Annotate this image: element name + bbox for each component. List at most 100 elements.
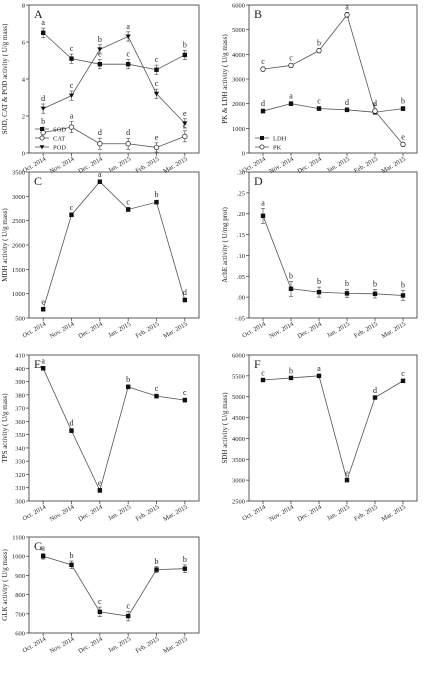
y-tick-label: 3500 — [232, 457, 245, 464]
x-tick-label: Dec. 2014 — [77, 320, 104, 340]
y-tick-label: 380 — [15, 392, 25, 399]
y-axis-label: MDH activity ( U/g mass) — [1, 208, 9, 282]
x-tick-label: Mar. 2015 — [162, 636, 189, 655]
significance-letter: e — [183, 109, 187, 118]
significance-letter: e — [401, 132, 405, 141]
significance-letter: c — [261, 57, 265, 66]
data-point — [400, 141, 406, 148]
plot-frame — [28, 536, 200, 634]
x-tick-label: Jan. 2015 — [326, 504, 351, 523]
plot-frame — [248, 171, 418, 319]
y-tick-label: 310 — [15, 485, 25, 492]
significance-letter: a — [70, 112, 74, 121]
y-tick-label: 3000 — [232, 478, 245, 485]
significance-letter: b — [98, 35, 102, 44]
x-tick-label: Mar. 2015 — [162, 504, 189, 523]
x-tick-label: Jan. 2015 — [107, 636, 132, 655]
data-point — [316, 373, 322, 379]
x-tick-label: Dec. 2014 — [296, 320, 323, 340]
significance-letter: b — [317, 39, 321, 48]
series-main: a b b b b b — [260, 198, 406, 301]
x-tick-label: Feb. 2015 — [134, 504, 160, 523]
y-tick-label: 2500 — [12, 218, 25, 225]
panel-letter: E — [34, 357, 41, 371]
panel-letter: D — [254, 174, 263, 188]
y-tick-label: 3000 — [12, 194, 25, 201]
data-point — [154, 393, 159, 399]
y-tick-label: -.05 — [235, 316, 245, 323]
y-tick-label: .30 — [237, 170, 245, 177]
panel-letter: F — [254, 357, 261, 371]
data-point — [182, 52, 188, 58]
y-tick-label: 600 — [15, 631, 25, 638]
y-tick-label: 390 — [15, 379, 25, 386]
y-tick-label: 2 — [22, 114, 25, 121]
significance-letter: b — [401, 97, 405, 106]
data-point — [68, 124, 75, 130]
significance-letter: b — [373, 280, 377, 289]
significance-letter: a — [126, 22, 130, 31]
x-tick-label: Oct. 2014 — [21, 635, 47, 654]
significance-letter: c — [155, 79, 159, 88]
y-tick-label: 330 — [15, 459, 25, 466]
y-tick-label: 320 — [15, 472, 25, 479]
y-tick-label: 2500 — [232, 499, 245, 506]
series-main: e c a c b d — [40, 170, 188, 312]
series-main: a d e b c c — [40, 356, 187, 493]
y-tick-label: 3500 — [12, 170, 25, 177]
significance-letter: b — [126, 375, 130, 384]
significance-letter: c — [401, 369, 405, 378]
significance-letter: d — [183, 288, 187, 297]
significance-letter: e — [41, 297, 45, 306]
data-point — [182, 133, 188, 140]
significance-letter: a — [98, 170, 102, 179]
y-axis-label: SDH activity ( U/g mass) — [221, 392, 229, 464]
significance-letter: a — [41, 18, 45, 27]
y-tick-label: 3000 — [232, 77, 245, 84]
data-point — [97, 62, 103, 67]
y-tick-label: 350 — [15, 432, 25, 439]
significance-letter: c — [126, 601, 130, 610]
data-point — [316, 106, 322, 111]
panel-letter: A — [34, 7, 43, 21]
panel-letter: G — [34, 539, 43, 553]
y-tick-label: 5000 — [232, 27, 245, 34]
series-line — [262, 215, 404, 296]
x-tick-label: Dec. 2014 — [77, 503, 104, 523]
x-tick-label: Jan. 2015 — [107, 156, 132, 175]
significance-letter: e — [345, 468, 349, 477]
data-point — [97, 179, 103, 184]
significance-letter: b — [155, 190, 159, 199]
data-point — [97, 47, 103, 52]
y-tick-label: 500 — [15, 316, 25, 323]
y-tick-label: 800 — [15, 592, 25, 599]
data-point — [344, 12, 350, 18]
significance-letter: c — [70, 81, 74, 90]
significance-letter: b — [317, 277, 321, 286]
chart-panel-e: E 300 310 320 330 340 350 360 370 380 390 400 410 TPS… — [1, 353, 200, 523]
significance-letter: c — [289, 53, 293, 62]
x-tick-label: Jan. 2015 — [326, 156, 351, 175]
significance-letter: d — [126, 128, 130, 137]
significance-letter: c — [126, 198, 130, 207]
x-tick-label: Oct. 2014 — [241, 503, 267, 522]
significance-letter: e — [98, 478, 102, 487]
data-point — [125, 207, 131, 212]
series-ldh: dac d e b — [260, 92, 406, 115]
legend-label: SOD — [53, 127, 66, 134]
x-tick-label: Jan. 2015 — [107, 504, 132, 523]
data-point — [182, 566, 188, 571]
y-axis-label: AchE activity ( U/mg prot) — [221, 206, 229, 282]
y-tick-label: 0 — [22, 151, 25, 158]
plot-frame — [28, 354, 200, 502]
data-point — [69, 428, 74, 433]
significance-letter: c — [98, 597, 102, 606]
significance-letter: b — [401, 280, 405, 289]
data-point — [125, 613, 131, 619]
data-point — [182, 297, 188, 303]
y-axis-label: PK & LDH activity ( U/g mass) — [221, 34, 229, 124]
significance-letter: d — [70, 419, 74, 428]
